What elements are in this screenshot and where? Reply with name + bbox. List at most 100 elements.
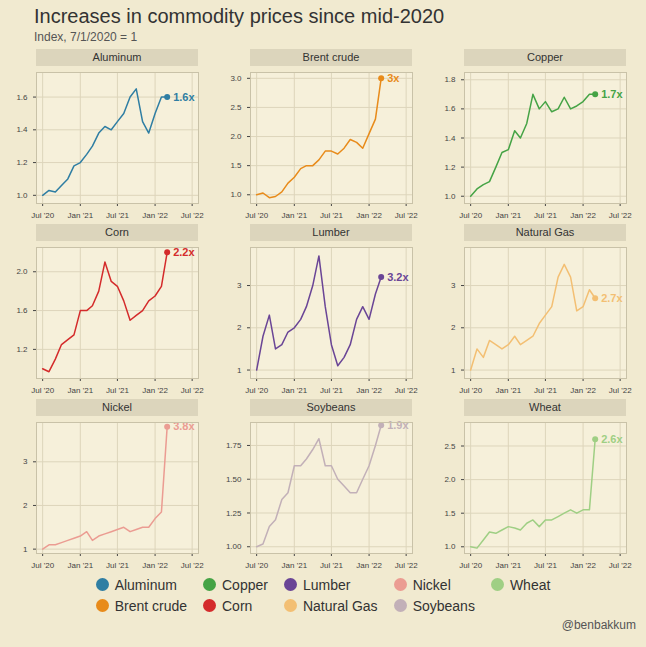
svg-text:Jul '20: Jul '20	[245, 211, 268, 220]
svg-text:1.25: 1.25	[226, 509, 242, 518]
svg-text:1.0: 1.0	[230, 190, 242, 199]
svg-text:Jan '21: Jan '21	[496, 211, 522, 220]
svg-text:1: 1	[23, 545, 28, 554]
svg-text:Jan '22: Jan '22	[356, 386, 382, 395]
svg-text:3.8x: 3.8x	[173, 420, 195, 433]
svg-text:Jul '21: Jul '21	[106, 211, 129, 220]
svg-text:Jul '21: Jul '21	[534, 211, 557, 220]
svg-text:1.6x: 1.6x	[173, 91, 195, 103]
svg-text:1.75: 1.75	[226, 441, 242, 450]
svg-text:Jul '21: Jul '21	[320, 386, 343, 395]
svg-text:1.5: 1.5	[444, 509, 456, 518]
svg-text:1.2: 1.2	[444, 163, 456, 172]
svg-text:Jan '22: Jan '22	[142, 211, 168, 220]
svg-text:1.9x: 1.9x	[387, 419, 409, 431]
svg-text:1: 1	[451, 366, 456, 375]
svg-text:Jul '20: Jul '20	[459, 211, 482, 220]
svg-text:1.00: 1.00	[226, 542, 242, 551]
svg-text:Jul '20: Jul '20	[31, 386, 54, 395]
svg-text:Jan '21: Jan '21	[68, 211, 94, 220]
svg-text:1.0: 1.0	[444, 542, 456, 551]
html-text:Lumber: Lumber	[302, 576, 351, 593]
svg-text:Jul '22: Jul '22	[609, 386, 632, 395]
svg-text:1.5: 1.5	[230, 161, 242, 170]
svg-text:Jul '20: Jul '20	[459, 561, 482, 570]
svg-text:2.0: 2.0	[230, 132, 242, 141]
svg-text:Jul '21: Jul '21	[320, 211, 343, 220]
svg-text:3.2x: 3.2x	[387, 271, 409, 283]
svg-text:Jan '22: Jan '22	[356, 561, 382, 570]
svg-text:1.4: 1.4	[16, 125, 28, 134]
html-text:Copper: Copper	[222, 576, 268, 593]
svg-text:Jul '21: Jul '21	[534, 561, 557, 570]
svg-text:Jan '22: Jan '22	[570, 386, 596, 395]
html-text:Nickel: Nickel	[412, 576, 451, 593]
svg-text:3: 3	[451, 281, 456, 290]
svg-text:Jan '21: Jan '21	[68, 561, 94, 570]
svg-text:3: 3	[23, 457, 28, 466]
svg-text:Jul '22: Jul '22	[395, 211, 418, 220]
svg-text:1.6: 1.6	[444, 104, 456, 113]
svg-text:Jan '21: Jan '21	[496, 561, 522, 570]
svg-text:Jul '21: Jul '21	[106, 386, 129, 395]
svg-text:1.2: 1.2	[16, 158, 28, 167]
svg-text:Jan '21: Jan '21	[282, 561, 308, 570]
svg-text:Jul '22: Jul '22	[609, 211, 632, 220]
svg-text:Jan '21: Jan '21	[282, 386, 308, 395]
html-text:@benbakkum: @benbakkum	[561, 618, 636, 632]
svg-text:Jan '22: Jan '22	[142, 561, 168, 570]
svg-text:2: 2	[451, 323, 456, 332]
svg-text:2.2x: 2.2x	[173, 245, 195, 258]
svg-text:3.0: 3.0	[230, 74, 242, 83]
svg-text:Jul '22: Jul '22	[609, 561, 632, 570]
svg-text:Jan '21: Jan '21	[282, 211, 308, 220]
svg-text:1.0: 1.0	[16, 191, 28, 200]
svg-text:1.8: 1.8	[444, 75, 456, 84]
svg-text:Jan '22: Jan '22	[142, 386, 168, 395]
svg-text:1.7x: 1.7x	[601, 88, 623, 100]
html-text:Aluminum: Aluminum	[114, 576, 177, 593]
svg-text:1.6: 1.6	[16, 306, 28, 315]
svg-text:2: 2	[23, 501, 28, 510]
svg-text:Jan '22: Jan '22	[570, 211, 596, 220]
svg-text:2: 2	[237, 323, 242, 332]
svg-text:Jul '22: Jul '22	[181, 386, 204, 395]
svg-text:Jan '22: Jan '22	[570, 561, 596, 570]
svg-text:Jan '21: Jan '21	[68, 386, 94, 395]
svg-text:Jul '22: Jul '22	[395, 561, 418, 570]
html-text:Natural Gas: Natural Gas	[302, 597, 378, 614]
svg-text:2.5: 2.5	[444, 442, 456, 451]
svg-text:Jul '22: Jul '22	[181, 561, 204, 570]
svg-text:3: 3	[237, 281, 242, 290]
html-text:Soybeans: Soybeans	[412, 597, 475, 614]
html-text:Index, 7/1/2020 = 1: Index, 7/1/2020 = 1	[34, 30, 138, 44]
svg-text:1.6: 1.6	[16, 93, 28, 102]
svg-text:1.2: 1.2	[16, 345, 28, 354]
html-text:Increases in commodity prices: Increases in commodity prices since mid-…	[34, 5, 445, 27]
svg-text:1.0: 1.0	[444, 192, 456, 201]
svg-text:1.50: 1.50	[226, 475, 242, 484]
svg-text:Jul '20: Jul '20	[245, 386, 268, 395]
svg-text:Jul '21: Jul '21	[320, 561, 343, 570]
svg-text:1: 1	[237, 366, 242, 375]
svg-text:2.7x: 2.7x	[601, 292, 623, 304]
svg-text:Jul '21: Jul '21	[534, 386, 557, 395]
svg-text:1.4: 1.4	[444, 134, 456, 143]
svg-text:3x: 3x	[387, 72, 400, 84]
svg-text:Jul '20: Jul '20	[245, 561, 268, 570]
html-text:Corn: Corn	[222, 597, 253, 614]
svg-text:2.0: 2.0	[16, 267, 28, 276]
svg-text:Jan '21: Jan '21	[496, 386, 522, 395]
svg-text:Jul '22: Jul '22	[181, 211, 204, 220]
svg-text:2.5: 2.5	[230, 103, 242, 112]
svg-text:2.0: 2.0	[444, 475, 456, 484]
svg-text:Jul '21: Jul '21	[106, 561, 129, 570]
html-text:Wheat: Wheat	[509, 576, 551, 593]
svg-text:2.6x: 2.6x	[601, 433, 623, 445]
svg-text:Jul '20: Jul '20	[459, 386, 482, 395]
svg-text:Jul '20: Jul '20	[31, 211, 54, 220]
svg-text:Jul '22: Jul '22	[395, 386, 418, 395]
svg-text:Jan '22: Jan '22	[356, 211, 382, 220]
svg-text:Jul '20: Jul '20	[31, 561, 54, 570]
html-text:Brent crude: Brent crude	[114, 597, 187, 614]
